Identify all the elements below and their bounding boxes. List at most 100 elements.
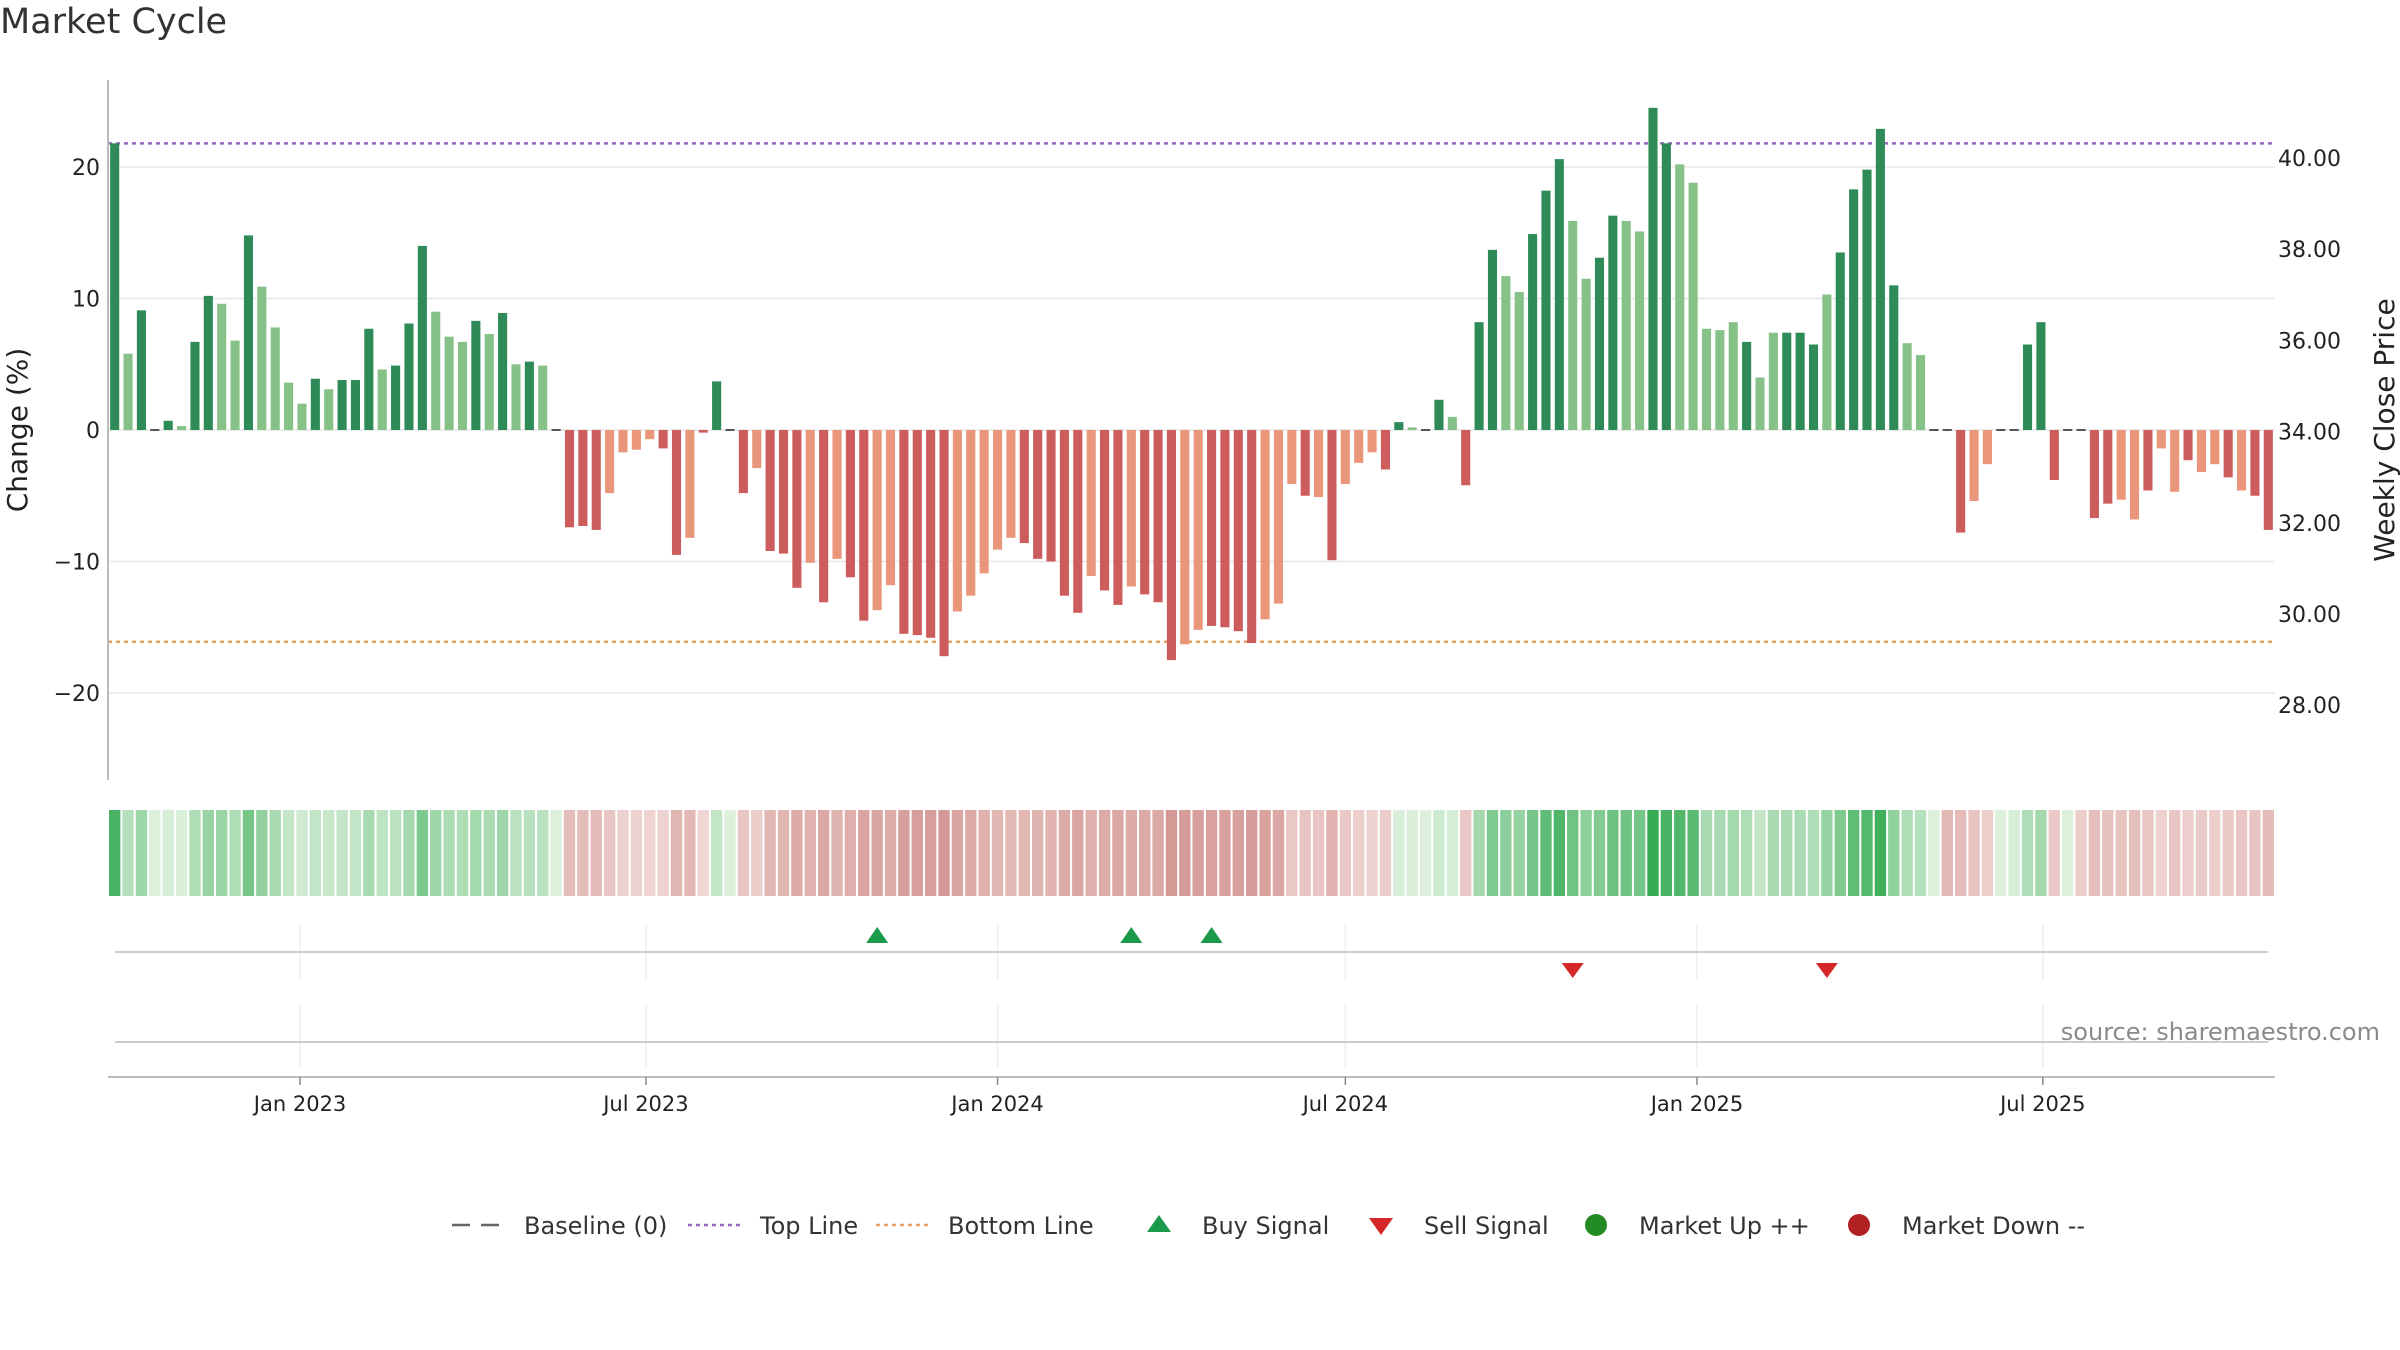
heat-cell — [1152, 810, 1164, 896]
heat-cell — [1205, 810, 1218, 896]
market-panel — [115, 1005, 2268, 1068]
heat-cell — [1553, 810, 1566, 896]
legend-label: Top Line — [759, 1212, 858, 1240]
heat-cell — [710, 810, 723, 896]
heat-cell — [336, 810, 348, 896]
bar — [1648, 107, 1658, 430]
heat-cell — [924, 810, 937, 896]
heat-cell — [2222, 810, 2234, 896]
heat-cell — [1526, 810, 1539, 896]
bar — [1380, 430, 1391, 470]
bar — [1260, 430, 1270, 620]
heat-cell — [470, 810, 482, 896]
heat-cell — [777, 810, 790, 896]
heat-cell — [2249, 810, 2261, 896]
bar — [123, 353, 133, 430]
bar — [1327, 430, 1337, 561]
bar — [2143, 430, 2153, 491]
bar — [364, 328, 374, 430]
heat-cell — [617, 810, 629, 896]
heat-cell — [1353, 810, 1365, 896]
heat-cell — [951, 810, 964, 896]
heat-cell — [1018, 810, 1030, 896]
heat-cell — [938, 810, 950, 896]
heat-cell — [844, 810, 857, 896]
heat-cell — [603, 810, 616, 896]
bar — [1314, 430, 1324, 498]
heat-cell — [2155, 810, 2167, 896]
x-tick-label: Jul 2024 — [1301, 1092, 1388, 1116]
bar — [1701, 328, 1712, 430]
axes: 20 10 0 −10 −20 40.00 38.00 36.00 34.00 32.00 30.0… — [1, 80, 2400, 780]
heat-cell — [403, 810, 415, 896]
heat-cell — [1112, 810, 1124, 896]
legend-sell-symbol — [1369, 1218, 1393, 1235]
bar — [992, 430, 1003, 550]
bar — [471, 320, 481, 430]
heat-cell — [791, 810, 803, 896]
bar — [404, 323, 414, 430]
heat-cell — [2115, 810, 2127, 896]
bar — [1875, 128, 1885, 431]
bar — [738, 430, 748, 494]
bar — [1808, 344, 1819, 430]
bar — [1273, 430, 1283, 604]
heat-cell — [269, 810, 281, 896]
bar — [1835, 252, 1845, 430]
heat-cell — [991, 810, 1004, 896]
heat-cell — [2048, 810, 2060, 896]
heat-strip — [109, 810, 2274, 896]
bar — [163, 420, 173, 430]
heat-cell — [1098, 810, 1111, 896]
x-tick-label: Jan 2024 — [949, 1092, 1044, 1116]
heat-cell — [2195, 810, 2208, 896]
y-tick-label-left: −20 — [54, 682, 100, 707]
x-tick-label: Jul 2025 — [1998, 1092, 2085, 1116]
bar — [778, 430, 789, 554]
heat-cell — [1272, 810, 1285, 896]
heat-cell — [1486, 810, 1499, 896]
heat-cell — [1005, 810, 1017, 896]
bar — [270, 327, 280, 430]
bar — [1594, 257, 1605, 430]
bar — [190, 341, 200, 430]
heat-cell — [296, 810, 308, 896]
bar — [859, 430, 869, 621]
heat-cell — [323, 810, 335, 896]
heat-cell — [871, 810, 883, 896]
heat-cell — [2262, 810, 2274, 896]
heat-cell — [363, 810, 375, 896]
heat-cell — [1393, 810, 1405, 896]
heat-cell — [1607, 810, 1619, 896]
bar — [217, 303, 227, 430]
heat-cell — [1312, 810, 1325, 896]
bar — [1059, 430, 1069, 596]
heat-cell — [1941, 810, 1953, 896]
heat-cell — [430, 810, 442, 896]
heat-cell — [1861, 810, 1873, 896]
heat-cell — [2235, 810, 2248, 896]
bar — [297, 403, 307, 430]
bar — [939, 430, 949, 657]
y-tick-label-right: 38.00 — [2278, 238, 2341, 263]
heat-cell — [1968, 810, 1980, 896]
bar — [1247, 430, 1257, 644]
heat-cell — [724, 810, 736, 896]
bar — [1661, 143, 1671, 430]
bar — [1086, 430, 1096, 576]
bar — [685, 430, 695, 538]
bar — [1207, 430, 1217, 626]
heat-cell — [1085, 810, 1097, 896]
heat-cell — [1794, 810, 1806, 896]
sell-signal-marker — [1815, 963, 1838, 978]
bar — [284, 382, 294, 430]
bar — [310, 378, 320, 430]
bar — [658, 430, 668, 449]
bar — [564, 430, 575, 528]
heat-cell — [483, 810, 495, 896]
bar — [1340, 430, 1350, 484]
heat-cell — [1513, 810, 1525, 896]
bar — [1367, 430, 1377, 453]
heat-cell — [2021, 810, 2034, 896]
